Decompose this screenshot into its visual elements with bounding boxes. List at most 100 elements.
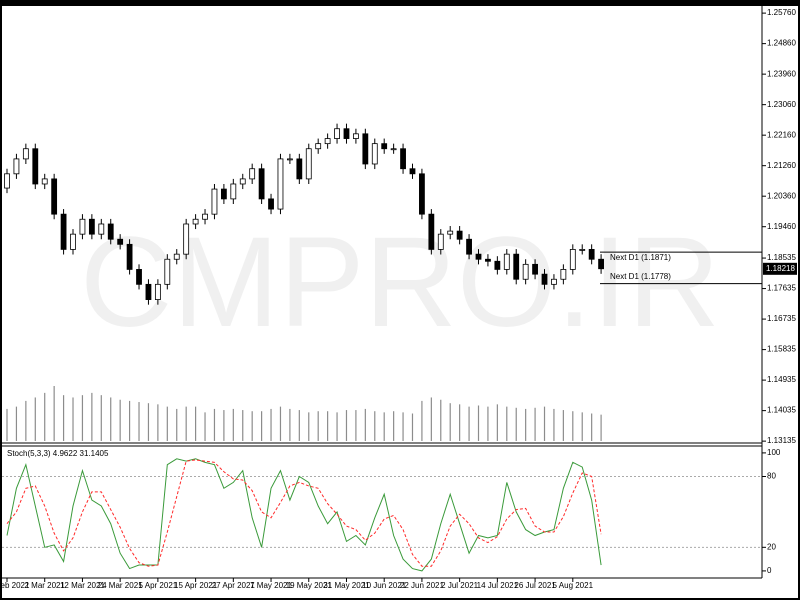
candle-body xyxy=(202,213,208,220)
x-tick-label: 12 Mar 2021 xyxy=(60,581,105,590)
candle-body xyxy=(79,218,86,235)
y-tick-label: 1.19460 xyxy=(767,222,796,231)
candle-body xyxy=(579,249,586,251)
candle-body xyxy=(230,183,237,200)
candle-body xyxy=(117,238,124,245)
candle-body xyxy=(286,158,293,161)
candle-body xyxy=(192,218,199,225)
candle-body xyxy=(456,230,463,240)
candle-body xyxy=(400,148,406,170)
candle-body xyxy=(258,168,265,200)
x-tick-label: 24 Mar 2021 xyxy=(98,581,143,590)
candle-body xyxy=(466,238,472,255)
candle-body xyxy=(60,213,67,250)
candle-body xyxy=(296,158,303,180)
candle-body xyxy=(324,138,331,145)
x-tick-label: 14 Jul 2021 xyxy=(477,581,519,590)
candle-body xyxy=(513,253,520,280)
candle-body xyxy=(588,249,595,260)
candle-body xyxy=(532,263,538,275)
candle-body xyxy=(569,249,576,270)
y-tick-label: 1.14935 xyxy=(767,375,796,384)
candle-body xyxy=(220,188,227,200)
background xyxy=(2,6,798,598)
y-tick-label: 0 xyxy=(767,566,772,575)
y-tick-label: 100 xyxy=(767,448,781,457)
y-tick-label: 1.15835 xyxy=(767,345,796,354)
y-tick-label: 1.23960 xyxy=(767,69,796,78)
candle-body xyxy=(494,260,501,270)
candle-body xyxy=(51,178,58,215)
y-tick-label: 1.16735 xyxy=(767,314,796,323)
candle-body xyxy=(485,258,491,262)
y-tick-label: 1.25760 xyxy=(767,8,796,17)
y-tick-label: 1.22160 xyxy=(767,130,796,139)
watermark: CMPRO.IR xyxy=(80,211,720,354)
candle-body xyxy=(13,158,20,175)
x-tick-label: 2 Jul 2021 xyxy=(441,581,478,590)
candle-body xyxy=(315,143,322,150)
candle-body xyxy=(136,269,142,285)
x-tick-label: 15 Apr 2021 xyxy=(174,581,218,590)
candle-body xyxy=(541,273,548,285)
x-tick-label: 26 Jul 2021 xyxy=(514,581,556,590)
candle-body xyxy=(268,198,274,210)
x-tick-label: 2 Mar 2021 xyxy=(24,581,65,590)
candle-body xyxy=(88,218,95,235)
x-tick-label: 18 Feb 2021 xyxy=(0,581,30,590)
x-tick-label: 7 May 2021 xyxy=(250,581,292,590)
candle-body xyxy=(343,128,350,139)
candle-body xyxy=(305,148,312,180)
x-tick-label: 10 Jun 2021 xyxy=(362,581,407,590)
y-tick-label: 1.13135 xyxy=(767,436,796,445)
candle-body xyxy=(419,173,425,215)
candle-body xyxy=(522,263,529,280)
level-label: Next D1 (1.1778) xyxy=(610,272,671,281)
x-tick-label: 19 May 2021 xyxy=(286,581,333,590)
y-tick-label: 1.24860 xyxy=(767,39,796,48)
candle-body xyxy=(107,223,114,240)
candle-body xyxy=(98,223,105,235)
candle-body xyxy=(409,168,416,175)
candle-body xyxy=(390,148,397,151)
x-tick-label: 31 May 2021 xyxy=(323,581,370,590)
y-tick-label: 1.18535 xyxy=(767,253,796,262)
candle-body xyxy=(173,253,180,260)
x-tick-label: 5 Apr 2021 xyxy=(139,581,178,590)
candle-body xyxy=(381,143,388,150)
candle-body xyxy=(22,148,29,160)
candle-body xyxy=(41,178,48,185)
candle-body xyxy=(447,230,454,235)
candle-body xyxy=(598,258,604,270)
candle-body xyxy=(70,233,76,250)
candle-body xyxy=(126,243,133,270)
level-label: Next D1 (1.1871) xyxy=(610,253,671,262)
x-tick-label: 5 Aug 2021 xyxy=(553,581,594,590)
price-label: 1.18218 xyxy=(766,264,795,273)
candle-body xyxy=(353,133,359,139)
indicator-line xyxy=(6,458,602,572)
candle-body xyxy=(32,148,39,185)
candle-body xyxy=(551,278,557,285)
candle-body xyxy=(371,143,378,165)
candle-body xyxy=(154,283,161,300)
candle-body xyxy=(145,283,152,300)
candle-body xyxy=(475,253,482,260)
y-tick-label: 1.17635 xyxy=(767,284,796,293)
candle-body xyxy=(183,223,190,255)
candle-body xyxy=(164,258,171,285)
y-tick-label: 80 xyxy=(767,472,776,481)
y-tick-label: 1.14035 xyxy=(767,406,796,415)
y-tick-label: 1.20360 xyxy=(767,191,796,200)
y-tick-label: 1.23060 xyxy=(767,100,796,109)
candle-body xyxy=(362,133,369,165)
candle-body xyxy=(503,253,510,270)
candle-body xyxy=(277,158,284,210)
y-tick-label: 1.21260 xyxy=(767,161,796,170)
price-box xyxy=(763,262,797,275)
indicator-label: Stoch(5,3,3) 4.9622 31.1405 xyxy=(7,449,109,458)
candle-body xyxy=(437,233,444,250)
candle-body xyxy=(239,178,246,185)
candle-body xyxy=(428,213,435,250)
